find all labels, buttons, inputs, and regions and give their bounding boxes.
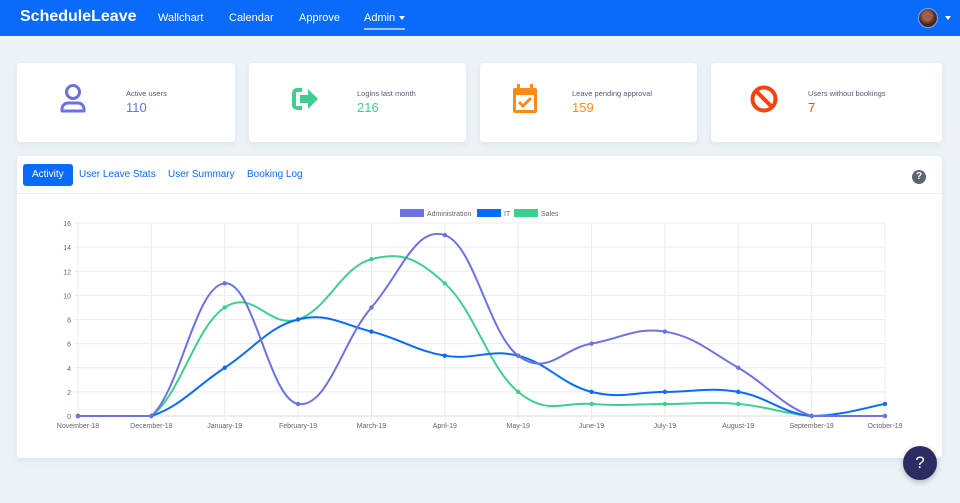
tab-booking-log[interactable]: Booking Log [247, 169, 303, 180]
ban-icon [750, 85, 778, 113]
stat-label: Logins last month [357, 89, 416, 98]
nav-admin-dropdown[interactable]: Admin [364, 12, 406, 30]
tab-user-summary[interactable]: User Summary [168, 169, 235, 180]
sign-in-icon [292, 88, 318, 110]
nav-wallchart[interactable]: Wallchart [158, 12, 204, 24]
nav-admin-label: Admin [364, 12, 396, 24]
calendar-check-icon [513, 84, 537, 113]
stat-value: 110 [126, 100, 147, 115]
top-navbar: ScheduleLeave Wallchart Calendar Approve… [0, 0, 960, 36]
stat-label: Users without bookings [808, 89, 886, 98]
stat-card-logins: Logins last month 216 [249, 63, 466, 142]
help-fab-button[interactable]: ? [903, 446, 937, 480]
nav-approve[interactable]: Approve [299, 12, 340, 24]
question-circle-icon[interactable]: ? [912, 170, 926, 184]
stat-value: 216 [357, 100, 379, 115]
stat-label: Leave pending approval [572, 89, 653, 98]
stat-card-users-without-bookings: Users without bookings 7 [711, 63, 942, 142]
avatar-chevron-down-icon[interactable] [945, 16, 951, 20]
brand-logo[interactable]: ScheduleLeave [20, 8, 137, 25]
tab-bar: Activity User Leave Stats User Summary B… [17, 156, 942, 194]
stat-value: 7 [808, 100, 816, 115]
tab-activity[interactable]: Activity [23, 164, 73, 186]
user-avatar[interactable] [918, 8, 938, 28]
nav-calendar[interactable]: Calendar [229, 12, 274, 24]
stat-value: 159 [572, 100, 594, 115]
activity-panel: Activity User Leave Stats User Summary B… [17, 156, 942, 458]
chevron-down-icon [399, 16, 406, 21]
stat-label: Active users [126, 89, 167, 98]
stat-card-active-users: Active users 110 [17, 63, 235, 142]
tab-user-leave-stats[interactable]: User Leave Stats [79, 169, 156, 180]
user-icon [60, 84, 86, 113]
stat-card-pending-approval: Leave pending approval 159 [480, 63, 697, 142]
